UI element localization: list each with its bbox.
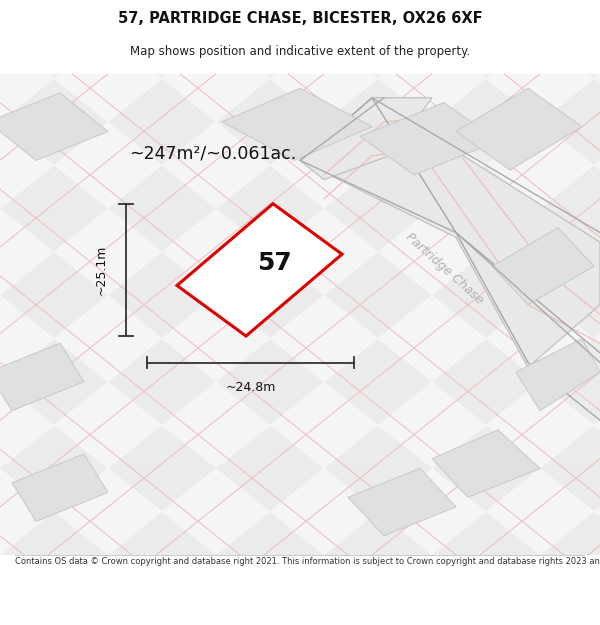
Text: 57: 57 [257,251,292,274]
Polygon shape [432,430,540,498]
Polygon shape [492,228,594,305]
Polygon shape [0,343,84,411]
Text: ~247m²/~0.061ac.: ~247m²/~0.061ac. [130,144,296,162]
Polygon shape [456,88,582,170]
Text: ~24.8m: ~24.8m [226,381,275,394]
Polygon shape [516,339,600,411]
Polygon shape [360,102,498,175]
Text: 57, PARTRIDGE CHASE, BICESTER, OX26 6XF: 57, PARTRIDGE CHASE, BICESTER, OX26 6XF [118,11,482,26]
Polygon shape [222,88,372,161]
Text: Map shows position and indicative extent of the property.: Map shows position and indicative extent… [130,45,470,58]
Text: ~25.1m: ~25.1m [94,244,107,295]
Text: Contains OS data © Crown copyright and database right 2021. This information is : Contains OS data © Crown copyright and d… [15,557,600,566]
Polygon shape [348,468,456,536]
Text: Partridge Chase: Partridge Chase [403,231,485,307]
Polygon shape [177,204,342,336]
Polygon shape [300,98,432,179]
Polygon shape [300,98,600,367]
Polygon shape [0,93,108,161]
Polygon shape [12,454,108,521]
